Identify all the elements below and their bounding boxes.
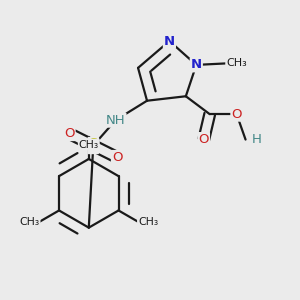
Text: O: O — [199, 133, 209, 146]
Text: CH₃: CH₃ — [20, 217, 40, 227]
Text: O: O — [231, 108, 242, 121]
Text: CH₃: CH₃ — [226, 58, 247, 68]
Text: N: N — [191, 58, 202, 71]
Text: O: O — [64, 127, 75, 140]
Text: CH₃: CH₃ — [79, 140, 99, 149]
Text: O: O — [112, 151, 122, 164]
Text: N: N — [164, 34, 175, 47]
Text: S: S — [88, 138, 98, 153]
Text: CH₃: CH₃ — [138, 217, 158, 227]
Text: NH: NH — [106, 114, 125, 127]
Text: H: H — [251, 133, 261, 146]
